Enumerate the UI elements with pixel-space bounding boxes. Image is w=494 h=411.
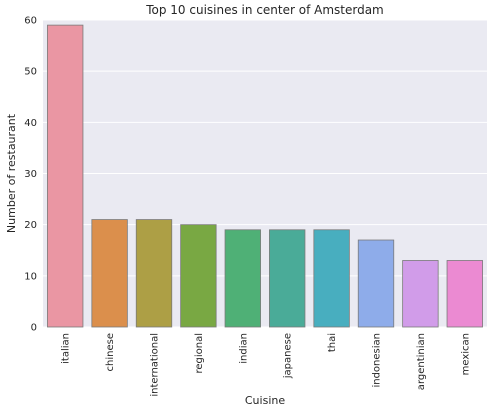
- x-tick-label: international: [150, 333, 161, 397]
- bar-italian: [47, 24, 84, 328]
- x-axis-label: Cuisine: [245, 394, 285, 407]
- bars: [47, 24, 483, 328]
- x-tick-label: mexican: [460, 333, 471, 375]
- bar-regional: [180, 224, 217, 328]
- x-tick-label: regional: [194, 333, 205, 374]
- y-tick-label: 10: [24, 271, 37, 282]
- bar-chinese: [91, 219, 128, 328]
- bar-indian: [224, 229, 261, 328]
- y-tick-label: 0: [31, 323, 37, 334]
- y-tick-label: 30: [24, 169, 37, 180]
- chart-title: Top 10 cuisines in center of Amsterdam: [145, 3, 384, 17]
- bar-mexican: [446, 260, 483, 328]
- x-tick-label: argentinian: [416, 333, 427, 390]
- x-tick-label: indonesian: [372, 333, 383, 388]
- y-axis-label: Number of restaurant: [5, 113, 18, 233]
- bar-thai: [313, 229, 350, 328]
- y-tick-label: 40: [24, 118, 37, 129]
- x-tick-label: japanese: [283, 333, 294, 379]
- bar-indonesian: [357, 239, 395, 328]
- bar-japanese: [269, 229, 306, 328]
- x-tick-labels: italian chinese international regional india…: [61, 333, 472, 397]
- y-tick-label: 60: [24, 16, 37, 27]
- x-tick-label: italian: [61, 333, 72, 364]
- y-tick-labels: 0 10 20 30 40 50 60: [24, 16, 37, 334]
- y-tick-label: 50: [24, 67, 37, 78]
- bar-argentinian: [402, 260, 439, 328]
- y-tick-label: 20: [24, 220, 37, 231]
- bar-international: [135, 219, 173, 328]
- x-tick-label: chinese: [105, 333, 116, 371]
- x-tick-label: thai: [327, 333, 338, 352]
- x-tick-label: indian: [238, 333, 249, 364]
